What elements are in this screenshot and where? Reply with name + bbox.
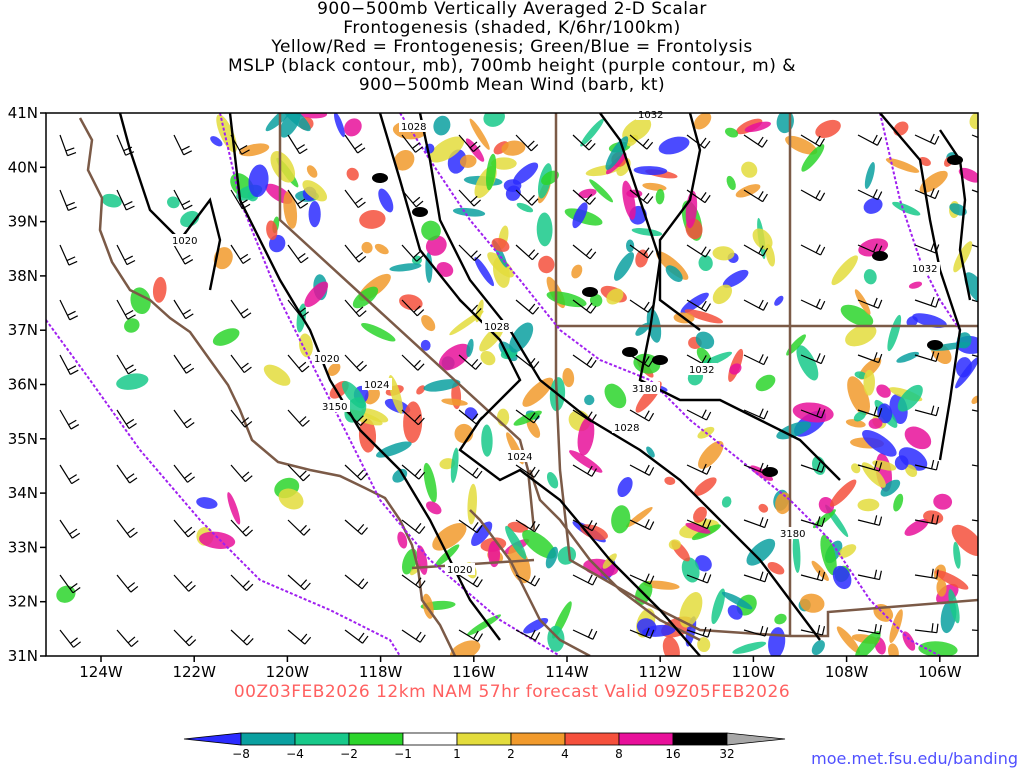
state-borders <box>278 113 978 638</box>
longitude-axis: 124W 122W 120W 118W 116W 114W 112W 110W 108W 106W <box>79 656 962 681</box>
latitude-tick-label: 38N <box>8 267 38 285</box>
longitude-tick-label: 124W <box>79 663 123 681</box>
title-line: Frontogenesis (shaded, K/6hr/100km) <box>343 18 681 38</box>
colorbar-tick-label: 16 <box>665 747 680 761</box>
mslp-label: 1032 <box>912 264 937 275</box>
colorbar-tick-label: 8 <box>615 747 623 761</box>
colorbar-tick-label: 32 <box>719 747 734 761</box>
longitude-tick-label: 106W <box>918 663 962 681</box>
credit-link[interactable]: moe.met.fsu.edu/banding <box>811 749 1018 768</box>
longitude-tick-label: 122W <box>172 663 216 681</box>
longitude-tick-label: 112W <box>638 663 682 681</box>
colorbar-tick-label: 2 <box>507 747 515 761</box>
latitude-tick-label: 36N <box>8 376 38 394</box>
latitude-tick-label: 41N <box>8 104 38 122</box>
height-label: 3150 <box>322 402 347 413</box>
mslp-label: 1020 <box>314 354 339 365</box>
longitude-tick-label: 116W <box>452 663 496 681</box>
mslp-label: 1032 <box>638 110 663 121</box>
latitude-tick-label: 33N <box>8 538 38 556</box>
wind-barbs <box>59 133 978 648</box>
colorbar-tick-label: 4 <box>561 747 569 761</box>
longitude-tick-label: 114W <box>545 663 589 681</box>
title-line: MSLP (black contour, mb), 700mb height (… <box>227 56 797 76</box>
height-label: 3180 <box>780 529 805 540</box>
latitude-axis: 41N 40N 39N 38N 37N 36N 35N 34N 33N 32N 31N <box>8 104 46 665</box>
latitude-tick-label: 35N <box>8 430 38 448</box>
colorbar-tick-label: −4 <box>286 747 304 761</box>
latitude-tick-label: 32N <box>8 593 38 611</box>
coastline <box>78 117 457 656</box>
colorbar-tick-label: 1 <box>453 747 461 761</box>
shaded-field <box>46 113 978 656</box>
colorbar: −8 −4 −2 −1 1 2 4 8 16 32 <box>183 732 786 761</box>
mslp-label: 1020 <box>172 236 197 247</box>
title-block: 900−500mb Vertically Averaged 2-D Scalar… <box>0 0 1024 95</box>
longitude-tick-label: 110W <box>732 663 776 681</box>
colorbar-tick-label: −1 <box>394 747 412 761</box>
mslp-label: 1024 <box>507 452 532 463</box>
latitude-tick-label: 40N <box>8 158 38 176</box>
latitude-tick-label: 39N <box>8 213 38 231</box>
mslp-label: 1032 <box>689 365 714 376</box>
title-line: Yellow/Red = Frontogenesis; Green/Blue =… <box>271 37 753 57</box>
height-contours <box>46 113 961 656</box>
mslp-label: 1028 <box>401 122 426 133</box>
forecast-valid-line: 00Z03FEB2026 12km NAM 57hr forecast Vali… <box>233 682 791 702</box>
latitude-tick-label: 34N <box>8 484 38 502</box>
longitude-tick-label: 108W <box>825 663 869 681</box>
mslp-label: 1028 <box>614 423 639 434</box>
longitude-tick-label: 120W <box>266 663 310 681</box>
height-label: 3180 <box>632 384 657 395</box>
mslp-label: 1028 <box>484 322 509 333</box>
gulf-coast <box>528 469 701 642</box>
latitude-tick-label: 37N <box>8 321 38 339</box>
longitude-tick-label: 118W <box>359 663 403 681</box>
colorbar-tick-label: −2 <box>340 747 358 761</box>
title-line: 900−500mb Vertically Averaged 2-D Scalar <box>317 0 707 19</box>
title-line: 900−500mb Mean Wind (barb, kt) <box>358 75 666 95</box>
mslp-label: 1020 <box>447 565 472 576</box>
baja-coast <box>469 509 591 656</box>
latitude-tick-label: 31N <box>8 647 38 665</box>
mslp-label: 1024 <box>364 380 389 391</box>
colorbar-tick-label: −8 <box>232 747 250 761</box>
contour-labels: 1028 1032 1020 1028 1020 1024 1032 1028 … <box>170 108 940 576</box>
